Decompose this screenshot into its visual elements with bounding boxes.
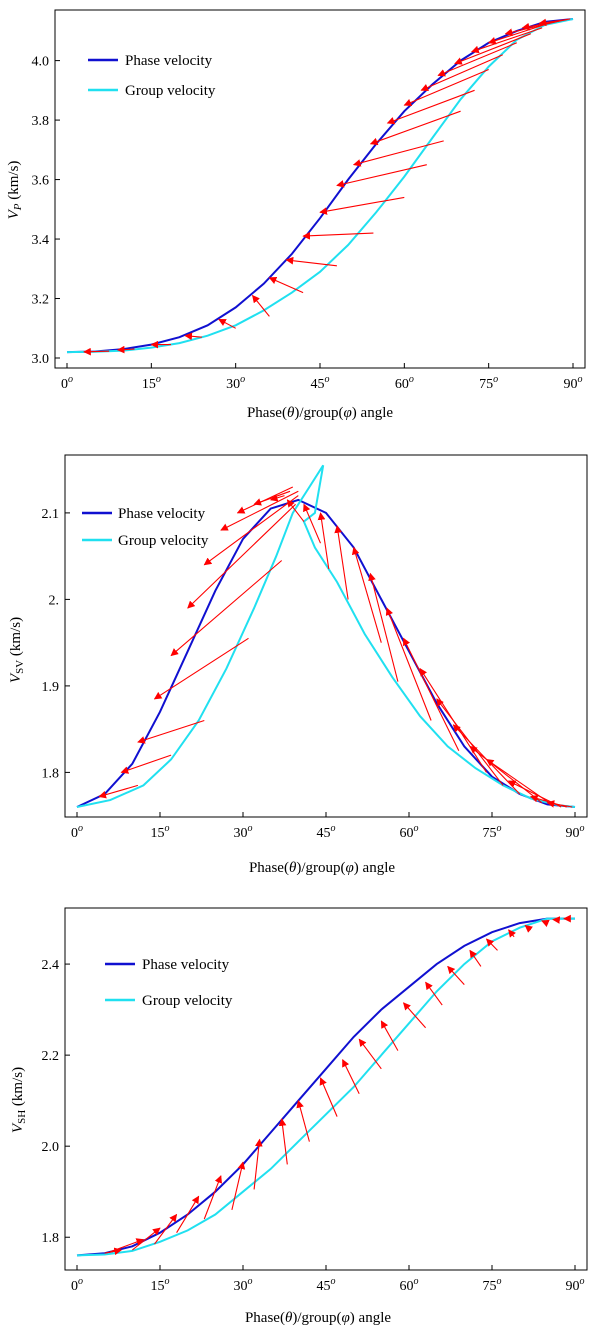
vp-xtick-label: 30o [226,374,245,392]
vsh-arrow-20 [525,925,531,930]
vp-x-axis-title: Phase(θ)/group(φ) angle [247,405,393,421]
vsv-ytick-label: 2.1 [42,507,60,522]
vsv-legend-group-label: Group velocity [118,533,209,549]
vsh-yticks-group: 1.8 2.0 2.2 2.4 [42,958,71,1246]
vsh-arrow-4 [177,1196,199,1232]
vsv-xtick-label: 45o [317,823,336,841]
vsh-ytick-label: 1.8 [42,1231,60,1246]
vp-arrow-3 [185,336,202,338]
vsh-y-axis-title: VSH (km/s) [10,1067,28,1133]
vsv-arrow-1 [121,755,171,772]
vp-arrow-8 [303,233,373,236]
vp-legend: Phase velocity Group velocity [88,53,216,99]
vsv-ytick-label: 2. [49,593,60,608]
vp-ytick-label: 3.4 [32,233,50,248]
vp-arrow-11 [354,141,444,165]
vsv-xtick-label: 90o [566,823,585,841]
vp-arrow-6 [269,278,303,293]
vp-arrow-16 [438,43,517,76]
vp-arrow-4 [219,319,236,328]
vsv-arrow-22 [470,746,542,802]
vp-chart-panel: 3.03.23.43.63.84.0 0o 15o 30o 45o 60o 75o 90o … [6,10,585,421]
vsh-ytick-label: 2.2 [42,1049,60,1064]
vsh-xticks-group: 0o 15o 30o 45o 60o 75o 90o [71,1265,585,1294]
vsv-y-axis-title: VSV (km/s) [8,617,26,683]
vsh-chart-panel: 1.8 2.0 2.2 2.4 0o 15o 30o 45o 60o 75o 90o Phase … [10,908,587,1326]
vsh-xtick-label: 75o [483,1276,502,1294]
vsh-legend-group-label: Group velocity [142,993,233,1009]
figure: 3.03.23.43.63.84.0 0o 15o 30o 45o 60o 75o 90o … [0,0,600,1331]
vp-ytick-label: 3.8 [32,114,50,129]
vsv-x-axis-title: Phase(θ)/group(φ) angle [249,860,395,876]
vsh-xtick-label: 30o [234,1276,253,1294]
vp-yticks-group: 3.0 3.2 3.4 3.6 3.8 4.0 [32,55,61,367]
vp-xtick-label: 60o [395,374,414,392]
vp-legend-group-label: Group velocity [125,83,216,99]
vp-arrow-0 [84,351,109,352]
vp-arrow-12 [371,111,461,144]
vsv-arrow-13 [321,513,329,569]
vsv-xtick-label: 15o [151,823,170,841]
vsh-arrow-7 [254,1139,260,1189]
vp-legend-phase-label: Phase velocity [125,53,213,69]
vsv-xtick-label: 75o [483,823,502,841]
vsh-arrow-12 [359,1039,381,1069]
vsh-xtick-label: 90o [566,1276,585,1294]
vsh-legend-phase-label: Phase velocity [142,957,230,973]
vp-xtick-label: 0o [61,374,73,392]
vp-y-axis-title: VP (km/s) [6,161,24,220]
vsv-arrow-3 [155,638,249,699]
vp-ytick-label: 3.6 [32,174,50,189]
vsh-xtick-label: 0o [71,1276,83,1294]
vp-arrow-14 [404,70,488,106]
vsh-ytick-label: 2.4 [42,958,60,973]
vp-xtick-label: 90o [564,374,583,392]
vsh-x-axis-title: Phase(θ)/group(φ) angle [245,1310,391,1326]
vsh-xtick-label: 15o [151,1276,170,1294]
vsh-xtick-label: 60o [400,1276,419,1294]
vsh-ytick-label: 2.0 [42,1140,60,1155]
vp-ytick-label: 3.2 [32,293,50,308]
vsv-yticks-group: 1.8 1.9 2. 2.1 [42,507,71,782]
vsv-ytick-label: 1.9 [42,680,60,695]
vp-arrow-13 [388,90,475,123]
vsv-xtick-label: 60o [400,823,419,841]
vp-xticks-group: 0o 15o 30o 45o 60o 75o 90o [61,363,583,392]
vsv-arrow-2 [138,721,204,743]
vsh-arrow-21 [542,921,548,923]
vp-xtick-label: 15o [142,374,161,392]
vsv-ytick-label: 1.8 [42,766,60,781]
vsv-xticks-group: 0o 15o 30o 45o 60o 75o 90o [71,812,585,841]
vsv-xtick-label: 30o [234,823,253,841]
vp-ytick-label: 3.0 [32,352,50,367]
vsv-arrow-15 [354,548,382,643]
vp-xtick-label: 45o [311,374,330,392]
vp-ytick-label: 4.0 [32,55,50,70]
vsv-xtick-label: 0o [71,823,83,841]
vp-xtick-label: 75o [479,374,498,392]
vsh-legend: Phase velocity Group velocity [105,957,233,1009]
vsv-legend: Phase velocity Group velocity [82,506,209,549]
vsv-chart-panel: 1.8 1.9 2. 2.1 0o 15o 30o 45o 60o 75o 90o Phase v… [8,455,587,876]
vsh-arrow-16 [448,966,465,984]
vsv-legend-phase-label: Phase velocity [118,506,206,522]
vsv-arrow-18 [404,638,459,751]
vsh-xtick-label: 45o [317,1276,336,1294]
vp-arrow-5 [253,296,270,317]
